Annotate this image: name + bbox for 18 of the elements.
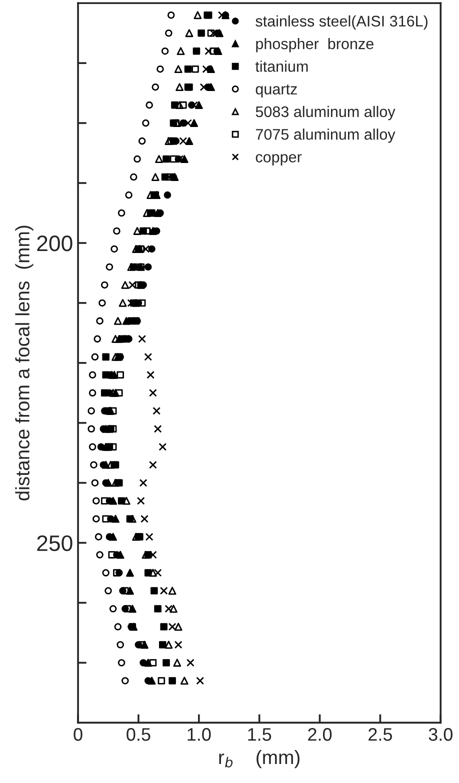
y-axis-title: distance from a focal lens (mm)	[15, 226, 34, 500]
x-tick-label: 3.0	[428, 728, 452, 741]
y-tick-label: 250	[37, 535, 72, 552]
legend-label: phospher bronze	[256, 38, 374, 52]
legend-label: 5083 aluminum alloy	[256, 106, 396, 120]
legend-label: stainless steel(AISI 316L)	[256, 15, 428, 30]
x-tick-label: 2.0	[308, 728, 332, 741]
x-tick-label: 0	[74, 728, 82, 741]
x-tick-label: 2.5	[368, 728, 392, 741]
text: r$_{b}$ (mm)	[219, 750, 300, 768]
x-tick-label: 1.0	[188, 728, 211, 741]
legend-label: quartz	[256, 84, 297, 98]
x-tick-label: 1.5	[248, 728, 272, 741]
x-tick-label: 0.5	[126, 728, 150, 741]
legend-label: titanium	[255, 60, 308, 72]
y-tick-label: 200	[37, 236, 72, 252]
legend-label: 7075 aluminum alloy	[256, 128, 396, 143]
legend-label: copper	[256, 154, 302, 166]
